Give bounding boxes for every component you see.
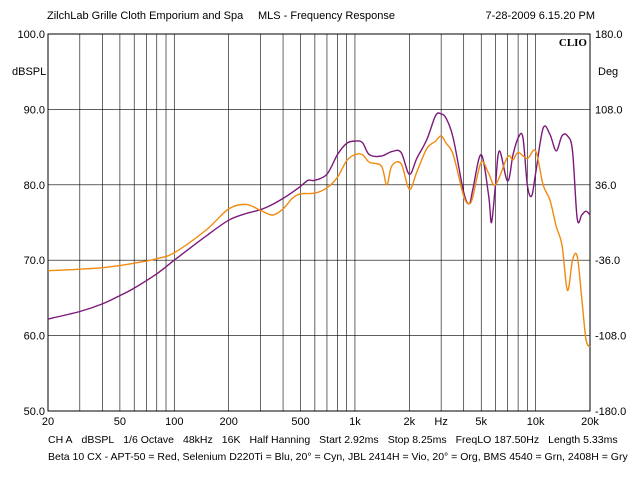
plot-frame bbox=[47, 33, 591, 412]
y2-tick-label: -36.0 bbox=[595, 255, 620, 267]
x-tick-label: 500 bbox=[291, 416, 309, 428]
tick-labels: 20 50 100 200 500 1k 2k Hz 5k 10k 20k 100.0 90.0 80.0… bbox=[17, 29, 626, 428]
setting-item: 16K bbox=[221, 434, 241, 446]
right-axis-unit: Deg bbox=[598, 66, 619, 78]
y-tick-label: 90.0 bbox=[24, 104, 45, 116]
series-line-purple bbox=[47, 112, 591, 320]
setting-item: Half Hanning bbox=[249, 434, 311, 446]
y2-tick-label: -180.0 bbox=[595, 406, 626, 418]
header-timestamp: 7-28-2009 6.15.20 PM bbox=[485, 10, 595, 22]
brand-label: CLIO bbox=[559, 37, 588, 49]
legend-text: Beta 10 CX - APT-50 = Red, Selenium D220… bbox=[48, 451, 628, 463]
x-tick-label: 1k bbox=[349, 416, 361, 428]
left-axis-unit: dBSPL bbox=[12, 66, 47, 78]
y2-tick-label: 180.0 bbox=[595, 29, 623, 41]
grid bbox=[48, 33, 590, 412]
x-tick-label: 2k bbox=[404, 416, 416, 428]
setting-item: FreqLO 187.50Hz bbox=[455, 434, 540, 446]
setting-item: Start 2.92ms bbox=[319, 434, 379, 446]
y-tick-label: 70.0 bbox=[24, 255, 45, 267]
x-tick-label: 100 bbox=[165, 416, 183, 428]
y2-tick-label: 108.0 bbox=[595, 104, 623, 116]
y-tick-label: 80.0 bbox=[24, 180, 45, 192]
setting-item: 48kHz bbox=[183, 434, 213, 446]
header-left: ZilchLab Grille Cloth Emporium and Spa bbox=[47, 10, 244, 22]
x-tick-label: 5k bbox=[475, 416, 487, 428]
y-tick-label: 100.0 bbox=[17, 29, 45, 41]
series-lines bbox=[47, 112, 591, 348]
setting-item: Length 5.33ms bbox=[548, 434, 618, 446]
header-title: MLS - Frequency Response bbox=[258, 10, 395, 22]
x-tick-label: 50 bbox=[114, 416, 126, 428]
setting-item: Stop 8.25ms bbox=[387, 434, 447, 446]
setting-item: 1/6 Octave bbox=[123, 434, 174, 446]
y-tick-label: 60.0 bbox=[24, 331, 45, 343]
measurement-settings: CH A dBSPL 1/6 Octave 48kHz 16K Half Hanning S… bbox=[48, 434, 627, 446]
x-tick-label: 20 bbox=[42, 416, 54, 428]
y2-tick-label: -108.0 bbox=[595, 331, 626, 343]
setting-item: dBSPL bbox=[81, 434, 115, 446]
setting-item: CH A bbox=[48, 434, 73, 446]
x-tick-label: 20k bbox=[581, 416, 599, 428]
y2-tick-label: 36.0 bbox=[595, 180, 616, 192]
y-tick-label: 50.0 bbox=[24, 406, 45, 418]
x-tick-label: 200 bbox=[219, 416, 237, 428]
x-tick-label: Hz bbox=[434, 416, 447, 428]
series-line-orange bbox=[47, 135, 591, 348]
x-tick-label: 10k bbox=[527, 416, 545, 428]
